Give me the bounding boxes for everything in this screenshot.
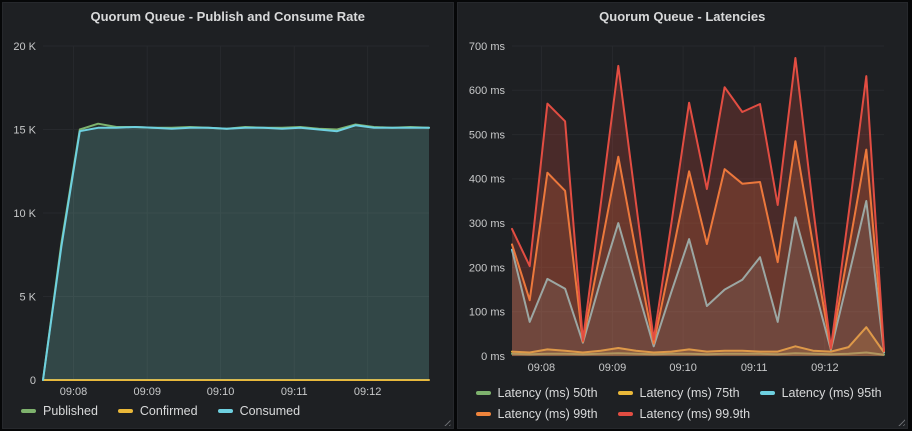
legend-item-consumed[interactable]: Consumed — [217, 403, 301, 418]
y-tick-label: 15 K — [13, 124, 36, 136]
legend-item-latency-ms-50th[interactable]: Latency (ms) 50th — [475, 385, 598, 400]
legend-label: Latency (ms) 99.9th — [639, 406, 751, 421]
legend-publish-consume: Published Confirmed Consumed — [3, 398, 453, 425]
legend-item-latency-ms-99-9th[interactable]: Latency (ms) 99.9th — [617, 406, 751, 421]
x-tick-label: 09:09 — [133, 386, 161, 398]
panel-title[interactable]: Quorum Queue - Latencies — [599, 9, 766, 24]
panel-resize-handle-icon[interactable] — [896, 417, 905, 426]
legend-label: Latency (ms) 50th — [497, 385, 598, 400]
series-line-latency-ms-50th — [510, 351, 885, 356]
legend-swatch-icon — [21, 408, 36, 413]
chart-latencies: 0 ms 100 ms 200 ms 300 ms 400 ms 500 ms 600 ms… — [458, 30, 908, 380]
legend-label: Latency (ms) 95th — [781, 385, 882, 400]
y-tick-label: 20 K — [13, 41, 36, 53]
y-tick-label: 10 K — [13, 208, 36, 220]
y-tick-label: 600 ms — [468, 85, 505, 97]
panel-resize-handle-icon[interactable] — [441, 417, 451, 426]
x-tick-label: 09:08 — [527, 362, 555, 374]
legend-item-published[interactable]: Published — [21, 404, 98, 418]
x-tick-label: 09:10 — [207, 386, 235, 398]
panel-publish-consume-rate: Quorum Queue - Publish and Consume Rate … — [2, 2, 454, 429]
series-line-latency-ms-95th — [510, 200, 885, 354]
grid: 0 ms 100 ms 200 ms 300 ms 400 ms 500 ms 600 ms… — [468, 41, 884, 374]
legend-label: Consumed — [239, 403, 301, 418]
legend-swatch-icon — [475, 411, 491, 416]
x-tick-label: 09:08 — [60, 386, 88, 398]
grid: 0 5 K 10 K 15 K 20 K 09:08 09:09 09:10 09:11 09:1… — [13, 41, 429, 398]
latencies-plot[interactable]: 0 ms 100 ms 200 ms 300 ms 400 ms 500 ms 600 ms… — [458, 30, 908, 380]
legend-label: Latency (ms) 99th — [497, 406, 598, 421]
y-tick-label: 700 ms — [468, 41, 505, 53]
x-tick-label: 09:12 — [811, 362, 839, 374]
x-tick-label: 09:11 — [740, 362, 767, 374]
legend-item-confirmed[interactable]: Confirmed — [117, 403, 198, 418]
y-tick-label: 400 ms — [468, 174, 505, 186]
legend-swatch-icon — [617, 390, 633, 395]
y-tick-label: 500 ms — [468, 129, 505, 141]
series-fill-latency-ms-75th — [511, 327, 884, 356]
publish-consume-rate-plot[interactable]: 0 5 K 10 K 15 K 20 K 09:08 09:09 09:10 09:11 09:1… — [3, 30, 453, 398]
series-fill-published — [43, 123, 429, 380]
series-line-latency-ms-75th — [510, 326, 885, 354]
legend-item-latency-ms-75th[interactable]: Latency (ms) 75th — [617, 385, 740, 400]
panel-latencies: Quorum Queue - Latencies 0 ms 100 ms 200 m… — [456, 2, 908, 429]
y-tick-label: 5 K — [19, 291, 36, 303]
x-tick-label: 09:09 — [598, 362, 626, 374]
legend-latencies: Latency (ms) 50th Latency (ms) 75th Latenc… — [458, 380, 908, 428]
y-tick-label: 0 ms — [481, 351, 505, 363]
legend-item-latency-ms-99th[interactable]: Latency (ms) 99th — [475, 406, 598, 421]
y-tick-label: 100 ms — [468, 307, 505, 319]
x-tick-label: 09:11 — [281, 386, 308, 398]
legend-label: Latency (ms) 75th — [639, 385, 740, 400]
y-tick-label: 0 — [30, 375, 36, 387]
chart-publish-consume-rate: 0 5 K 10 K 15 K 20 K 09:08 09:09 09:10 09:11 09:1… — [3, 30, 453, 398]
legend-row: Latency (ms) 99th Latency (ms) 99.9th — [475, 403, 908, 424]
legend-swatch-icon — [759, 390, 775, 395]
panel-title[interactable]: Quorum Queue - Publish and Consume Rate — [90, 9, 365, 24]
legend-swatch-icon — [617, 411, 633, 416]
legend-row: Published Confirmed Consumed — [21, 400, 453, 421]
legend-swatch-icon — [217, 408, 233, 413]
series-line-latency-ms-99th — [510, 140, 885, 353]
legend-item-latency-ms-95th[interactable]: Latency (ms) 95th — [759, 385, 882, 400]
legend-swatch-icon — [117, 408, 133, 413]
series-fill-latency-ms-99th — [511, 141, 884, 356]
legend-label: Published — [43, 403, 98, 418]
legend-swatch-icon — [475, 390, 491, 395]
legend-row: Latency (ms) 50th Latency (ms) 75th Latenc… — [475, 382, 908, 403]
series-fill-latency-ms-95th — [511, 201, 884, 356]
y-tick-label: 200 ms — [468, 262, 505, 274]
series-line-consumed — [42, 124, 430, 381]
x-tick-label: 09:12 — [354, 386, 382, 398]
x-tick-label: 09:10 — [669, 362, 697, 374]
legend-label: Confirmed — [139, 403, 198, 418]
series-fill-consumed — [43, 125, 429, 380]
series-line-latency-ms-99-9th — [510, 57, 885, 352]
y-tick-label: 300 ms — [468, 218, 505, 230]
series-fill-latency-ms-99-9th — [511, 58, 884, 356]
